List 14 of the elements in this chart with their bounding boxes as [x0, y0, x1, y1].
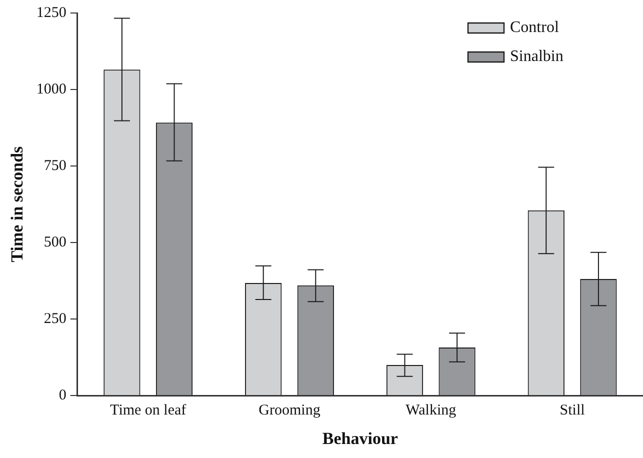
y-tick-label: 500	[44, 234, 66, 250]
x-tick-label: Grooming	[258, 402, 321, 419]
x-tick-label: Still	[560, 402, 585, 419]
x-tick-label: Walking	[406, 402, 457, 419]
y-tick-label: 0	[58, 388, 66, 404]
y-tick-label: 750	[44, 158, 66, 174]
x-tick-label: Time on leaf	[110, 402, 186, 419]
legend-label: Control	[510, 19, 560, 36]
y-axis-title: Time in seconds	[8, 146, 27, 262]
y-tick-label: 1250	[36, 4, 66, 21]
legend-label: Sinalbin	[510, 48, 564, 66]
y-tick-label: 250	[44, 311, 66, 328]
x-axis-title: Behaviour	[322, 429, 398, 448]
y-tick-label: 1000	[36, 81, 66, 98]
